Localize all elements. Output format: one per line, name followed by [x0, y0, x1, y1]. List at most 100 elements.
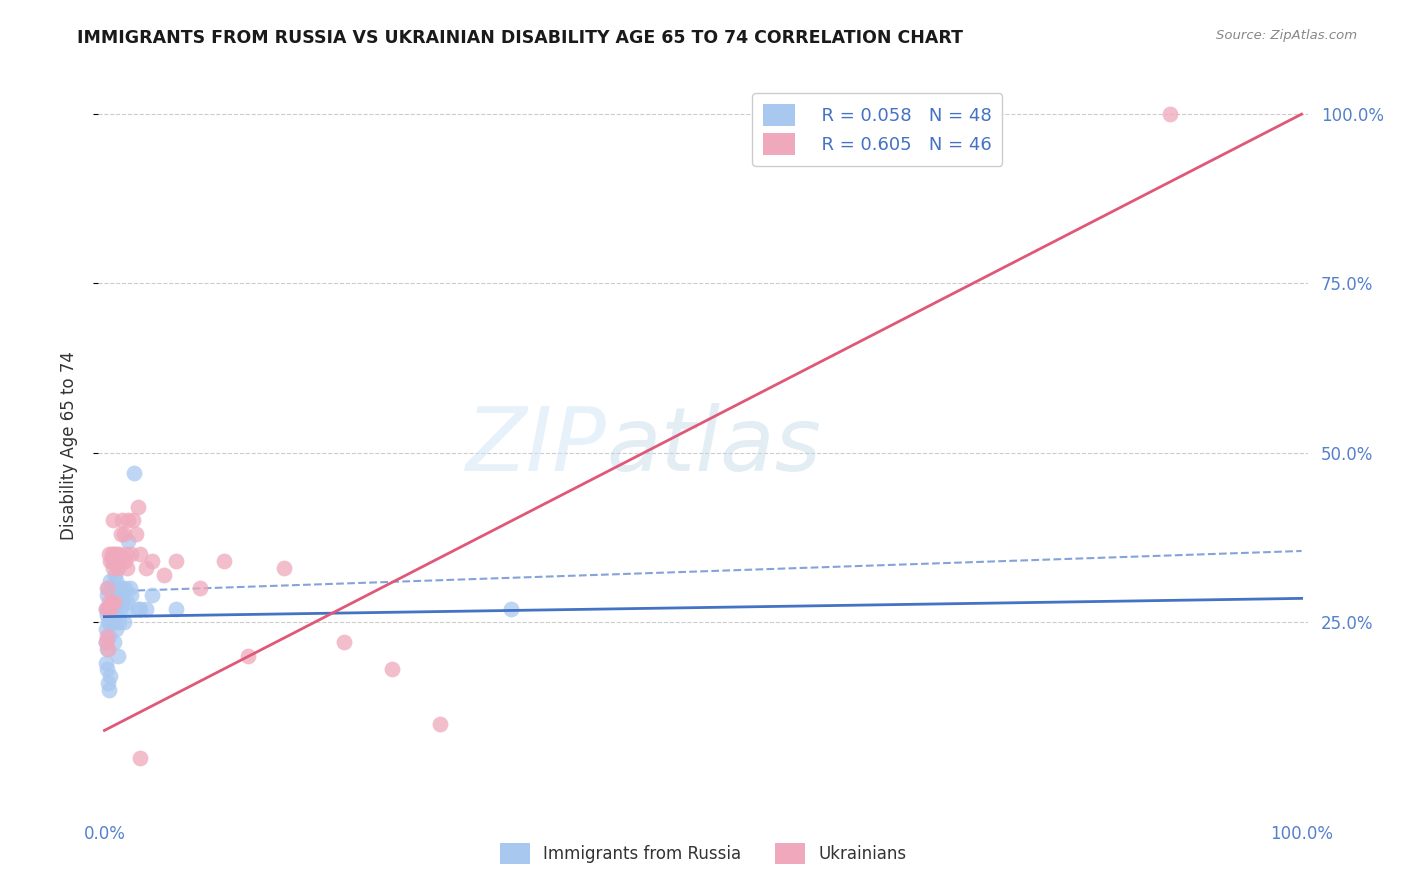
Point: [117, 514, 139, 528]
Point: [127, 601, 149, 615]
Point: [108, 601, 131, 615]
Point: [98, 547, 121, 561]
Point: [165, 601, 187, 615]
Point: [129, 750, 152, 764]
Point: [100, 595, 122, 609]
Point: [122, 514, 145, 528]
Point: [94, 635, 117, 649]
Point: [188, 581, 211, 595]
Point: [97, 642, 120, 657]
Point: [101, 561, 124, 575]
Point: [98, 595, 121, 609]
Point: [117, 533, 139, 548]
Point: [94, 635, 117, 649]
Point: [100, 595, 122, 609]
Point: [129, 547, 152, 561]
Point: [112, 615, 135, 629]
Point: [429, 716, 451, 731]
Y-axis label: Disability Age 65 to 74: Disability Age 65 to 74: [59, 351, 77, 541]
Point: [110, 581, 132, 595]
Point: [501, 601, 523, 615]
Point: [111, 514, 134, 528]
Point: [212, 554, 235, 568]
Point: [141, 588, 163, 602]
Point: [114, 554, 136, 568]
Point: [107, 561, 129, 575]
Point: [104, 567, 127, 582]
Point: [97, 601, 120, 615]
Point: [100, 615, 122, 629]
Point: [107, 588, 129, 602]
Point: [98, 682, 121, 697]
Point: [96, 588, 118, 602]
Point: [108, 554, 131, 568]
Legend: Immigrants from Russia, Ukrainians: Immigrants from Russia, Ukrainians: [494, 837, 912, 871]
Point: [96, 581, 118, 595]
Point: [96, 629, 118, 643]
Text: atlas: atlas: [606, 403, 821, 489]
Point: [94, 601, 117, 615]
Text: ZIP: ZIP: [465, 403, 606, 489]
Text: IMMIGRANTS FROM RUSSIA VS UKRAINIAN DISABILITY AGE 65 TO 74 CORRELATION CHART: IMMIGRANTS FROM RUSSIA VS UKRAINIAN DISA…: [77, 29, 963, 46]
Point: [1159, 107, 1181, 121]
Point: [100, 554, 122, 568]
Point: [135, 561, 157, 575]
Point: [107, 615, 129, 629]
Point: [104, 554, 127, 568]
Point: [115, 561, 138, 575]
Legend:   R = 0.058   N = 48,   R = 0.605   N = 46: R = 0.058 N = 48, R = 0.605 N = 46: [752, 93, 1002, 166]
Point: [100, 669, 122, 683]
Point: [97, 615, 120, 629]
Point: [129, 601, 152, 615]
Text: Source: ZipAtlas.com: Source: ZipAtlas.com: [1216, 29, 1357, 42]
Point: [96, 663, 118, 677]
Point: [100, 574, 122, 589]
Point: [236, 648, 259, 663]
Point: [103, 547, 125, 561]
Point: [124, 527, 146, 541]
Point: [103, 635, 125, 649]
Point: [120, 547, 142, 561]
Point: [165, 554, 187, 568]
Point: [96, 608, 118, 623]
Point: [94, 622, 117, 636]
Point: [112, 527, 135, 541]
Point: [96, 642, 118, 657]
Point: [124, 466, 146, 480]
Point: [98, 601, 121, 615]
Point: [273, 561, 295, 575]
Point: [105, 574, 128, 589]
Point: [107, 648, 129, 663]
Point: [97, 676, 120, 690]
Point: [114, 581, 136, 595]
Point: [107, 595, 129, 609]
Point: [94, 601, 117, 615]
Point: [110, 527, 132, 541]
Point: [153, 567, 176, 582]
Point: [120, 588, 142, 602]
Point: [100, 601, 122, 615]
Point: [115, 595, 138, 609]
Point: [115, 601, 138, 615]
Point: [105, 622, 128, 636]
Point: [333, 635, 356, 649]
Point: [100, 547, 122, 561]
Point: [101, 514, 124, 528]
Point: [111, 595, 134, 609]
Point: [381, 663, 404, 677]
Point: [127, 500, 149, 514]
Point: [141, 554, 163, 568]
Point: [118, 581, 141, 595]
Point: [97, 581, 120, 595]
Point: [98, 629, 121, 643]
Point: [101, 581, 124, 595]
Point: [94, 656, 117, 670]
Point: [103, 601, 125, 615]
Point: [101, 615, 124, 629]
Point: [104, 608, 127, 623]
Point: [115, 547, 138, 561]
Point: [107, 547, 129, 561]
Point: [135, 601, 157, 615]
Point: [103, 595, 125, 609]
Point: [100, 554, 122, 568]
